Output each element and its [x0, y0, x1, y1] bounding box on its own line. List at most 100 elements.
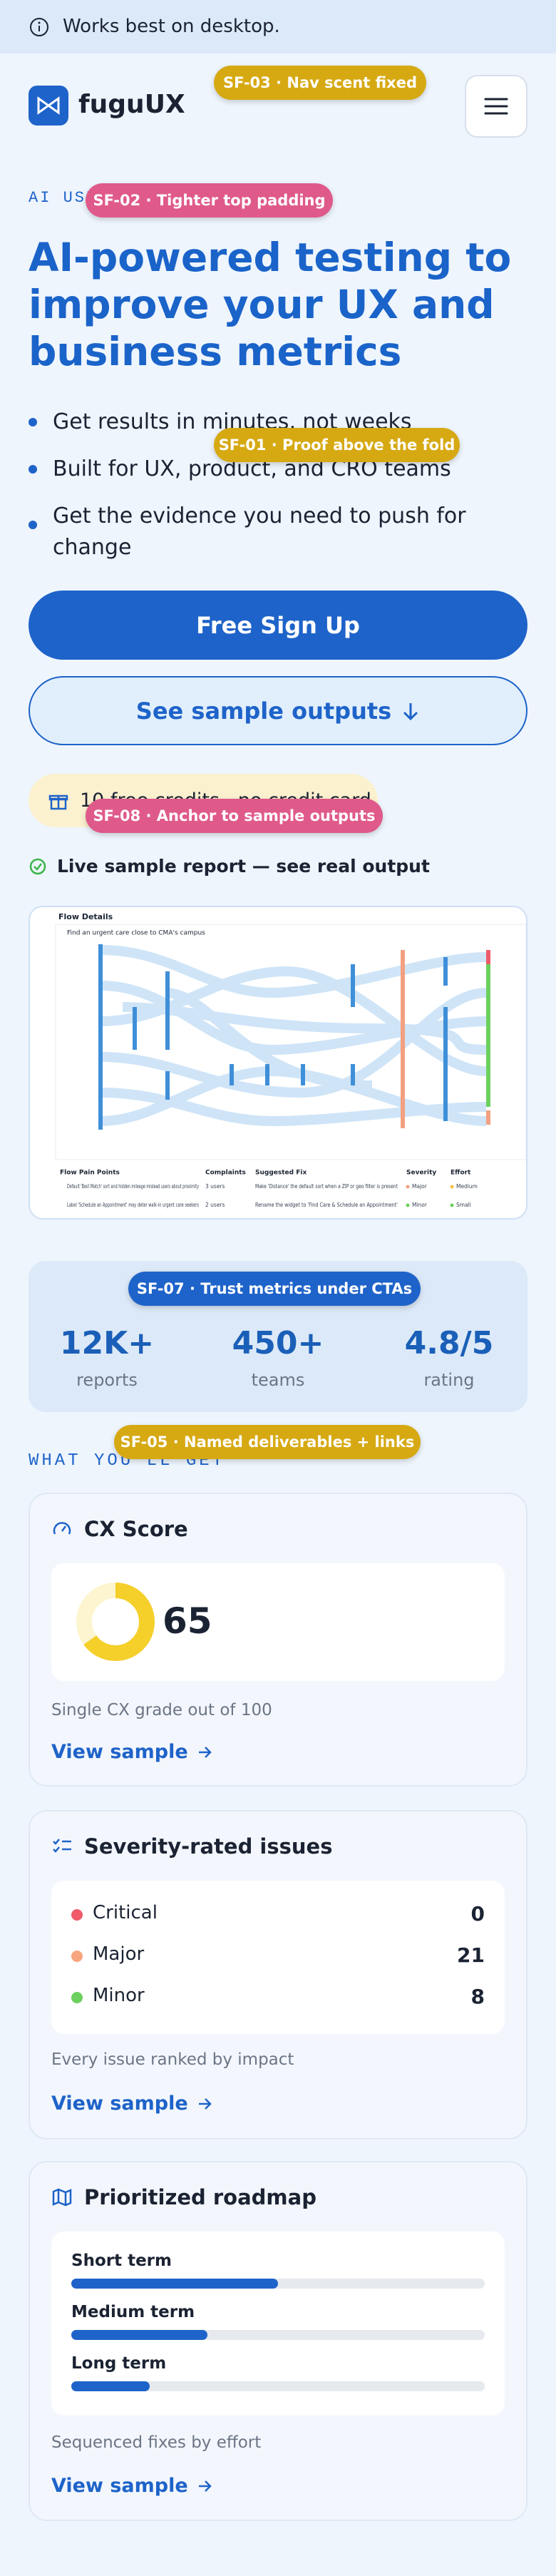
stat: 450+ teams: [203, 1325, 353, 1390]
sankey-nodes: [98, 944, 448, 1130]
bullet-text: Get the evidence you need to push for ch…: [53, 504, 466, 560]
view-sample-link[interactable]: View sample: [51, 2092, 212, 2115]
table-cell: Small: [456, 1202, 471, 1208]
live-label: Live sample report — see real output: [29, 856, 430, 876]
table-header: Suggested Fix: [255, 1170, 307, 1177]
card-title-text: Prioritized roadmap: [84, 2185, 316, 2209]
term-name: Medium term: [71, 2303, 195, 2321]
table-cell: Major: [412, 1183, 428, 1190]
fix-badge: SF-02 · Tighter top padding: [86, 183, 333, 218]
bullet: Get the evidence you need to push for ch…: [29, 501, 520, 563]
card-title: CX Score: [51, 1517, 188, 1541]
term-name: Long term: [71, 2354, 167, 2373]
link-text: View sample: [51, 2475, 188, 2497]
table-header: Flow Pain Points: [60, 1170, 120, 1177]
card-title: Severity-rated issues: [51, 1834, 332, 1859]
banner-text: Works best on desktop.: [63, 16, 280, 37]
stat-label: teams: [251, 1370, 305, 1390]
arrow-down: [403, 702, 418, 720]
arrow-right: [198, 2480, 212, 2492]
cta-text: See sample outputs: [135, 697, 392, 725]
severity-name: Critical: [93, 1902, 158, 1923]
arrow-right: [198, 2097, 212, 2110]
stat: 12K+ reports: [32, 1325, 182, 1390]
info-icon: [30, 18, 48, 36]
banner: Works best on desktop.: [0, 0, 556, 53]
stat-value: 12K+: [59, 1325, 155, 1361]
term-name: Short term: [71, 2252, 172, 2270]
stat-label: rating: [423, 1370, 475, 1390]
deliverable-card: Prioritized roadmap Short term Medium ter…: [29, 2161, 527, 2521]
view-sample-link[interactable]: View sample: [51, 2475, 212, 2497]
stat-value: 450+: [232, 1325, 324, 1361]
table-cell: Medium: [456, 1183, 478, 1190]
secondary-cta[interactable]: See sample outputs: [29, 676, 527, 745]
live-text: Live sample report — see real output: [57, 856, 430, 876]
link-text: View sample: [51, 2092, 188, 2115]
fix-badge: SF-08 · Anchor to sample outputs: [86, 799, 383, 833]
severity-dot: [71, 1909, 83, 1921]
table-cell: Make 'Distance' the default sort when a …: [255, 1183, 398, 1190]
arrow-right: [198, 1746, 212, 1758]
deliverable-card: Severity-rated issues Critical 0 Major 21 Mi…: [29, 1810, 527, 2140]
stat: 4.8/5 rating: [374, 1325, 524, 1390]
sample-report[interactable]: Flow Details Find an urgent care close t…: [29, 906, 527, 1220]
severity-name: Minor: [93, 1985, 145, 2006]
table-cell: Minor: [412, 1202, 428, 1208]
roadmap-box: Short term Medium term Long term: [51, 2232, 505, 2416]
fix-badge: SF-05 · Named deliverables + links: [114, 1425, 421, 1459]
stat-label: reports: [76, 1370, 138, 1390]
logo-icon[interactable]: [29, 86, 68, 126]
table-header: Effort: [451, 1170, 471, 1177]
severity-dot: [71, 1992, 83, 2003]
card-caption: Every issue ranked by impact: [51, 2050, 294, 2069]
severity-count: 8: [470, 1985, 485, 2008]
list-icon: [53, 1839, 71, 1853]
issues-box: Critical 0 Major 21 Minor 8: [51, 1881, 505, 2034]
table-cell: 2 users: [205, 1202, 225, 1208]
table-header: Complaints: [205, 1170, 246, 1177]
fix-badge: SF-01 · Proof above the fold: [214, 428, 460, 462]
link-text: View sample: [51, 1741, 188, 1763]
table-header: Severity: [406, 1170, 436, 1177]
report-title: Flow Details: [58, 912, 113, 921]
deliverable-card: CX Score 65 Single CX grade out of 100 V…: [29, 1493, 527, 1787]
view-sample-link[interactable]: View sample: [51, 1741, 212, 1763]
progress-track: [71, 2381, 485, 2391]
logo-text[interactable]: fuguUX: [78, 90, 185, 119]
severity-name: Major: [93, 1943, 145, 1965]
menu-icon: [484, 98, 508, 115]
hero-title: AI-powered testing to improve your UX an…: [29, 235, 512, 374]
card-title-text: CX Score: [84, 1517, 188, 1541]
severity-count: 0: [470, 1902, 485, 1926]
map-icon: [52, 2188, 72, 2207]
gift-icon: [48, 794, 68, 809]
check-icon: [29, 858, 46, 874]
sankey-flows: [101, 945, 487, 1127]
primary-cta[interactable]: Free Sign Up: [29, 591, 527, 660]
fix-badge: SF-03 · Nav scent fixed: [214, 66, 426, 100]
table-cell: 3 users: [205, 1183, 225, 1190]
score-gauge: [76, 1583, 155, 1661]
card-caption: Single CX grade out of 100: [51, 1701, 272, 1719]
gauge-icon: [53, 1522, 71, 1535]
stat-value: 4.8/5: [404, 1325, 494, 1361]
table-cell: Rename the widget to 'Find Care & Schedu…: [255, 1202, 398, 1208]
score-box: 65: [51, 1563, 505, 1681]
table-cell: Label 'Schedule an Appointment' may dete…: [67, 1202, 199, 1208]
severity-count: 21: [457, 1943, 485, 1967]
severity-dot: [71, 1951, 83, 1962]
score-arc: [76, 1583, 155, 1661]
table-cell: Default 'Best Match' sort and hidden mil…: [67, 1183, 199, 1190]
progress-bar: [71, 2381, 150, 2391]
fix-badge: SF-07 · Trust metrics under CTAs: [128, 1272, 421, 1306]
progress-bar: [71, 2279, 278, 2289]
report-task: Find an urgent care close to CMA's campu…: [67, 930, 205, 937]
card-caption: Sequenced fixes by effort: [51, 2433, 262, 2452]
menu-button[interactable]: [465, 75, 527, 138]
card-title-text: Severity-rated issues: [84, 1834, 333, 1859]
score-value: 65: [163, 1600, 212, 1642]
card-title: Prioritized roadmap: [51, 2185, 316, 2209]
progress-bar: [71, 2330, 208, 2340]
